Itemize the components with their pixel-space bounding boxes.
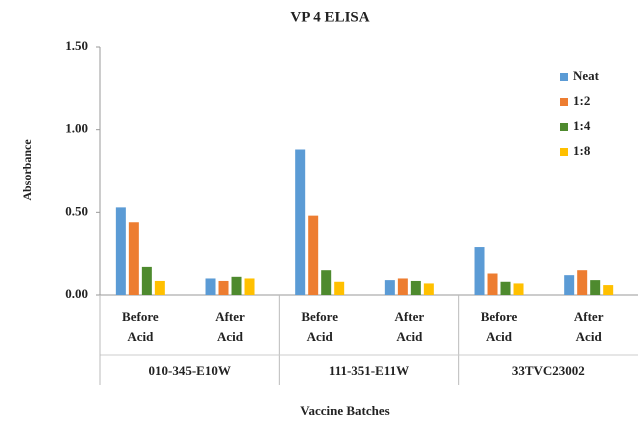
y-tick-label: 1.00 [65, 121, 88, 136]
y-tick-label: 0.00 [65, 286, 88, 301]
bar [603, 285, 614, 295]
y-tick-label: 1.50 [65, 38, 88, 53]
x-tick-label: Acid [217, 329, 244, 344]
bar [321, 270, 332, 295]
legend-swatch [560, 98, 568, 106]
x-tick-label: Before [301, 309, 338, 324]
group-label: 33TVC23002 [512, 363, 585, 378]
bar [218, 280, 229, 295]
bar [487, 273, 498, 295]
group-label: 010-345-E10W [148, 363, 230, 378]
bar [334, 281, 345, 295]
x-tick-label: Acid [307, 329, 334, 344]
bar [128, 222, 139, 295]
bar [205, 278, 216, 295]
x-tick-label: After [215, 309, 245, 324]
bar [474, 247, 485, 295]
legend-swatch [560, 148, 568, 156]
bar [590, 280, 601, 295]
bar [308, 215, 319, 295]
bar [231, 276, 242, 295]
x-tick-label: Acid [396, 329, 423, 344]
legend-label: Neat [573, 68, 600, 83]
chart-title: VP 4 ELISA [290, 9, 369, 25]
bar [410, 280, 421, 295]
bar [115, 207, 126, 295]
bar [154, 280, 165, 295]
legend-label: 1:4 [573, 118, 591, 133]
bar [397, 278, 408, 295]
x-tick-label: Before [481, 309, 518, 324]
legend-swatch [560, 73, 568, 81]
x-tick-label: Acid [486, 329, 513, 344]
legend-swatch [560, 123, 568, 131]
y-axis-label: Absorbance [20, 139, 34, 201]
bar [513, 283, 524, 295]
bar [295, 149, 306, 295]
bar [384, 280, 395, 295]
bar [244, 278, 255, 295]
group-label: 111-351-E11W [329, 363, 409, 378]
x-axis-label: Vaccine Batches [300, 403, 389, 418]
x-tick-label: After [395, 309, 425, 324]
legend-label: 1:2 [573, 93, 590, 108]
bar [423, 283, 434, 295]
x-tick-label: Acid [576, 329, 603, 344]
x-tick-label: After [574, 309, 604, 324]
bar [577, 270, 588, 295]
x-tick-label: Before [122, 309, 159, 324]
bar [564, 275, 575, 295]
y-tick-label: 0.50 [65, 203, 88, 218]
bar [141, 266, 152, 295]
bar [500, 281, 511, 295]
legend-label: 1:8 [573, 143, 591, 158]
x-tick-label: Acid [127, 329, 154, 344]
